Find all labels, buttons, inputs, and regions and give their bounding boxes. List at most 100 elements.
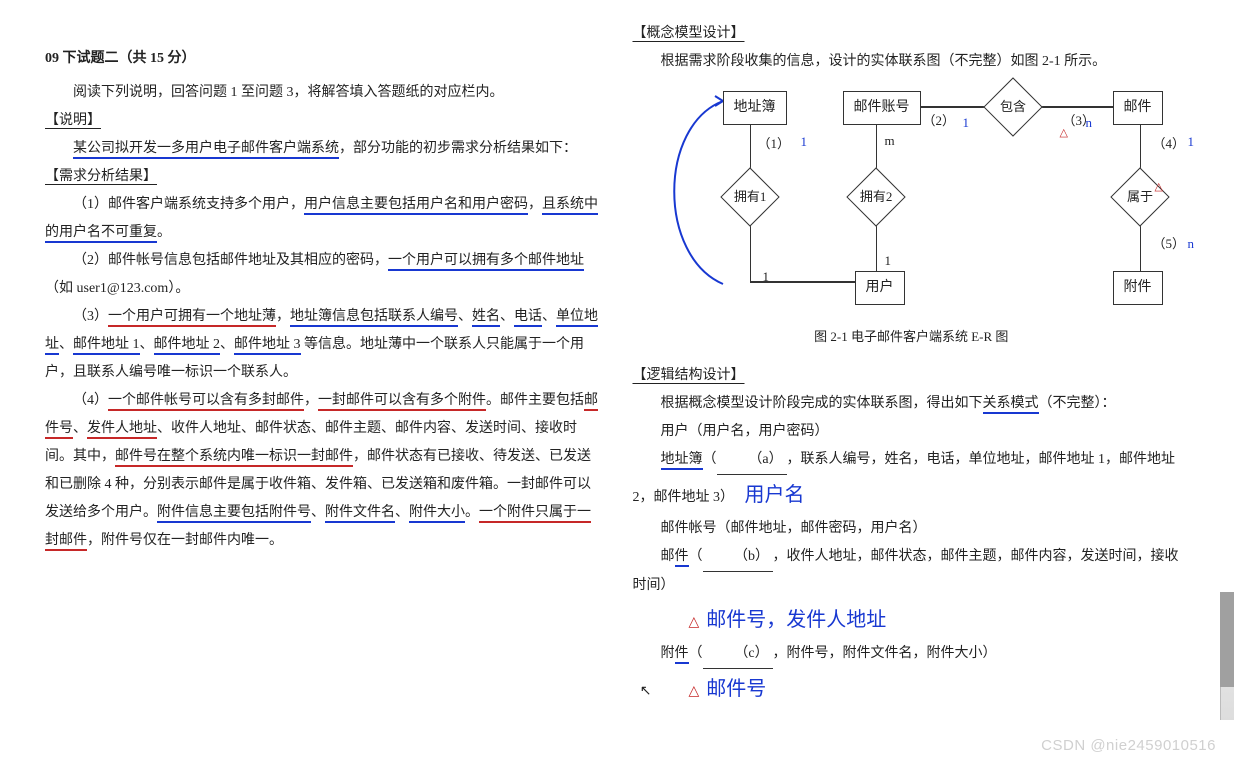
- underlined-text: 附件大小: [409, 505, 465, 523]
- handwritten-answer-c: 邮件号: [706, 678, 766, 700]
- text: 、: [542, 309, 556, 324]
- cardinality-1: 1: [763, 264, 770, 290]
- section-logical: 【逻辑结构设计】: [633, 362, 1191, 390]
- relation-mail: 邮件（（b），收件人地址，邮件状态，邮件主题，邮件内容，发送时间，接收时间） △…: [633, 543, 1191, 640]
- figure-caption: 图 2-1 电子邮件客户端系统 E-R 图: [633, 324, 1191, 350]
- text: 附: [661, 646, 675, 661]
- entity-attachment: 附件: [1113, 271, 1163, 305]
- underlined-text: 地址簿信息包括联系人编号: [290, 309, 458, 327]
- red-triangle: △: [689, 678, 700, 706]
- text: 、: [59, 337, 73, 352]
- blank-b: （b）: [703, 543, 773, 572]
- relation-own2: 拥有2: [846, 167, 905, 226]
- text: （: [703, 452, 717, 467]
- underlined-red: 一个邮件帐号可以含有多封邮件: [108, 393, 304, 411]
- cardinality-m: m: [885, 128, 895, 154]
- underlined-text: 一个用户可以拥有多个邮件地址: [388, 253, 584, 271]
- text: 、: [458, 309, 472, 324]
- caption-text: 图 2-1 电子邮件客户端系统 E-R 图: [814, 329, 1008, 344]
- handwritten-1: 1: [801, 129, 808, 155]
- underlined-red: 发件人地址: [87, 421, 157, 439]
- text: （3）: [73, 309, 108, 324]
- text: 。: [465, 505, 479, 520]
- text: ，部分功能的初步需求分析结果如下：: [339, 141, 577, 156]
- text: ，: [528, 197, 542, 212]
- relation-name: 地址簿: [661, 452, 703, 470]
- relation-mailaccount: 邮件帐号（邮件地址，邮件密码，用户名）: [633, 515, 1191, 543]
- underlined-text: 邮件地址 3: [234, 337, 301, 355]
- underlined-text: 邮件地址 1: [73, 337, 140, 355]
- blank-label-1: （1）: [758, 131, 791, 157]
- entity-mail-account: 邮件账号: [843, 91, 921, 125]
- text: （4）: [73, 393, 108, 408]
- handwritten-1: 1: [963, 110, 970, 136]
- red-triangle: △: [1155, 176, 1163, 198]
- text: 、: [220, 337, 234, 352]
- underlined-red: 一个用户可拥有一个地址薄: [108, 309, 276, 327]
- underlined-text: 关系模式: [983, 396, 1039, 414]
- relation-label: 拥有2: [859, 184, 892, 210]
- handwritten-n: n: [1086, 110, 1093, 136]
- handwritten-answer-a: 用户名: [745, 484, 805, 506]
- watermark: CSDN @nie2459010516: [1041, 731, 1216, 761]
- underlined-text: 附件信息主要包括附件号: [157, 505, 311, 523]
- er-diagram: 地址簿 邮件账号 包含 邮件 拥有1 拥有2 属于 用户 附件 （1） （2） …: [663, 76, 1191, 316]
- text: （不完整）：: [1039, 396, 1116, 411]
- underlined-red: 邮件号在整个系统内唯一标识一封邮件: [115, 449, 353, 467]
- text: 、: [140, 337, 154, 352]
- relation-addressbook: 地址簿（（a），联系人编号，姓名，电话，单位地址，邮件地址 1，邮件地址 2，邮…: [633, 446, 1191, 515]
- handwritten-n: n: [1188, 231, 1195, 257]
- document-page: 09 下试题二（共 15 分） 阅读下列说明，回答问题 1 至问题 3，将解答填…: [0, 0, 1215, 720]
- conceptual-intro: 根据需求阶段收集的信息，设计的实体联系图（不完整）如图 2-1 所示。: [633, 48, 1191, 76]
- relation-name: 件: [675, 549, 689, 567]
- relation-user: 用户（用户名，用户密码）: [633, 418, 1191, 446]
- section-description: 【说明】: [45, 107, 603, 135]
- text: 、: [73, 421, 87, 436]
- text: 、: [395, 505, 409, 520]
- red-triangle: △: [689, 609, 700, 637]
- blank-c: （c）: [703, 640, 773, 669]
- logical-intro: 根据概念模型设计阶段完成的实体联系图，得出如下关系模式（不完整）：: [633, 390, 1191, 418]
- text: （2）邮件帐号信息包括邮件地址及其相应的密码，: [73, 253, 388, 268]
- text: ，: [304, 393, 318, 408]
- blank-a: （a）: [717, 446, 787, 475]
- text: 根据概念模型设计阶段完成的实体联系图，得出如下: [661, 396, 983, 411]
- red-triangle: △: [1060, 122, 1068, 144]
- text: ，: [276, 309, 290, 324]
- relation-label: 属于: [1126, 184, 1152, 210]
- relation-label: 包含: [999, 94, 1025, 120]
- cardinality-1: 1: [885, 248, 892, 274]
- req-3: （3）一个用户可拥有一个地址薄，地址簿信息包括联系人编号、姓名、电话、单位地址、…: [45, 303, 603, 387]
- blank-label-4: （4）: [1153, 131, 1186, 157]
- entity-mail: 邮件: [1113, 91, 1163, 125]
- question-title: 09 下试题二（共 15 分）: [45, 45, 603, 73]
- entity-user: 用户: [855, 271, 905, 305]
- req-1: （1）邮件客户端系统支持多个用户，用户信息主要包括用户名和用户密码，且系统中的用…: [45, 191, 603, 247]
- text: ，附件号，附件文件名，附件大小）: [773, 646, 997, 661]
- underlined-text: 姓名: [472, 309, 500, 327]
- relation-attachment: 附件（（c），附件号，附件文件名，附件大小） △ 邮件号 ↖: [633, 640, 1191, 709]
- intro-text: 阅读下列说明，回答问题 1 至问题 3，将解答填入答题纸的对应栏内。: [45, 79, 603, 107]
- underlined-red: 一封邮件可以含有多个附件: [318, 393, 486, 411]
- text: （: [689, 549, 703, 564]
- text: ，附件号仅在一封邮件内唯一。: [87, 533, 283, 548]
- req-2: （2）邮件帐号信息包括邮件地址及其相应的密码，一个用户可以拥有多个邮件地址 （如 …: [45, 247, 603, 303]
- handwritten-answer-b: 邮件号，发件人地址: [706, 609, 886, 631]
- relation-label: 拥有1: [733, 184, 766, 210]
- relation-contain: 包含: [983, 77, 1042, 136]
- underlined-text: 电话: [514, 309, 542, 327]
- section-conceptual: 【概念模型设计】: [633, 20, 1191, 48]
- text: （1）邮件客户端系统支持多个用户，: [73, 197, 304, 212]
- entity-addressbook: 地址簿: [723, 91, 787, 125]
- scroll-thumb[interactable]: [1220, 592, 1234, 687]
- text: （: [689, 646, 703, 661]
- text: （如 user1@123.com）。: [45, 281, 189, 296]
- relation-name: 件: [675, 646, 689, 664]
- text: 。: [157, 225, 171, 240]
- section-requirements: 【需求分析结果】: [45, 163, 603, 191]
- text: 、: [311, 505, 325, 520]
- desc-para: 某公司拟开发一多用户电子邮件客户端系统，部分功能的初步需求分析结果如下：: [45, 135, 603, 163]
- handwritten-1: 1: [1188, 129, 1195, 155]
- blank-label-2: （2）: [923, 108, 956, 134]
- underlined-text: 邮件地址 2: [154, 337, 221, 355]
